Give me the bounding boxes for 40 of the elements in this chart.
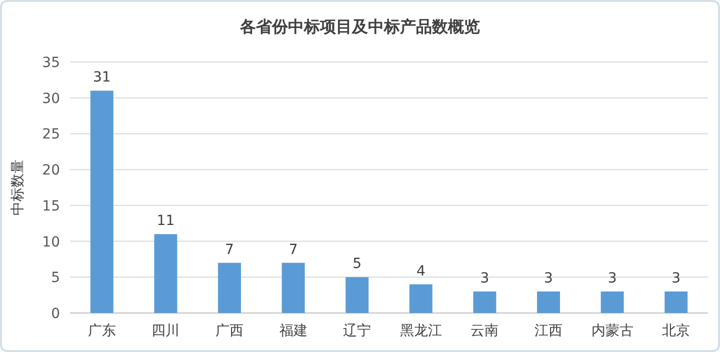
data-label: 11 — [156, 213, 175, 230]
y-axis-title: 中标数量 — [10, 160, 26, 216]
x-tick-label: 广西 — [216, 323, 244, 339]
y-tick-label: 10 — [42, 234, 60, 250]
bar — [282, 262, 305, 313]
bar — [409, 284, 432, 313]
x-tick-label: 江西 — [534, 323, 562, 339]
data-label: 3 — [672, 270, 681, 286]
y-tick-label: 15 — [42, 198, 60, 214]
x-tick-label: 广东 — [88, 323, 116, 339]
bar — [664, 291, 688, 313]
chart-title: 各省份中标项目及中标产品数概览 — [239, 17, 480, 36]
bar — [218, 262, 241, 313]
bar — [346, 277, 369, 313]
x-tick-label: 辽宁 — [343, 323, 372, 339]
data-label: 31 — [92, 70, 111, 86]
data-label: 4 — [416, 263, 426, 280]
y-tick-label: 0 — [51, 306, 60, 322]
x-tick-label: 四川 — [152, 323, 180, 339]
data-label: 3 — [480, 270, 490, 286]
y-tick-label: 5 — [51, 270, 60, 286]
bar — [154, 234, 178, 313]
data-label: 3 — [544, 270, 553, 286]
y-tick-label: 20 — [42, 162, 60, 179]
bar — [537, 291, 560, 313]
data-label: 7 — [225, 242, 234, 258]
x-tick-label: 云南 — [470, 323, 499, 339]
y-tick-label: 30 — [42, 90, 60, 107]
bar — [600, 291, 624, 313]
x-tick-label: 内蒙古 — [591, 323, 634, 339]
data-label: 3 — [608, 270, 617, 286]
x-tick-label: 黑龙江 — [400, 323, 442, 339]
x-tick-label: 福建 — [279, 323, 308, 339]
bar — [473, 291, 496, 313]
data-label: 7 — [288, 242, 298, 258]
y-tick-label: 25 — [42, 126, 60, 143]
y-tick-label: 35 — [42, 55, 60, 71]
bar — [90, 90, 114, 313]
data-label: 5 — [352, 256, 362, 272]
x-tick-label: 北京 — [662, 323, 690, 339]
